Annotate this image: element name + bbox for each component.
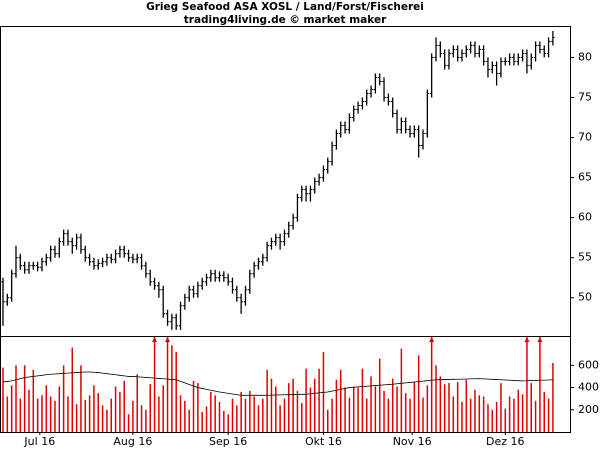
y-tick-label: 60	[578, 211, 592, 224]
x-tick-label: Dez 16	[486, 435, 525, 448]
y-tick-label: 70	[578, 131, 592, 144]
price-frame	[0, 26, 571, 337]
y-tick-label: 400	[578, 381, 599, 394]
overflow-arrow	[152, 337, 158, 342]
volume-frame	[0, 336, 571, 433]
x-tick-label: Nov 16	[393, 435, 432, 448]
y-tick-label: 65	[578, 171, 592, 184]
overflow-arrow	[165, 337, 171, 342]
x-tick-label: Okt 16	[305, 435, 342, 448]
y-tick-label: 50	[578, 291, 592, 304]
x-tick-label: Sep 16	[209, 435, 247, 448]
y-tick-label: 200	[578, 403, 599, 416]
y-tick-label: 600	[578, 358, 599, 371]
y-tick-label: 55	[578, 251, 592, 264]
overflow-arrow	[524, 337, 530, 342]
chart-subtitle: trading4living.de © market maker	[184, 14, 387, 26]
y-tick-label: 80	[578, 50, 592, 63]
x-tick-label: Aug 16	[113, 435, 152, 448]
chart-title: Grieg Seafood ASA XOSL / Land/Forst/Fisc…	[146, 1, 424, 13]
x-tick-label: Jul 16	[23, 435, 55, 448]
volume-average	[2, 371, 553, 396]
y-tick-label: 75	[578, 90, 592, 103]
overflow-arrow	[537, 337, 543, 342]
overflow-arrow	[429, 337, 435, 342]
